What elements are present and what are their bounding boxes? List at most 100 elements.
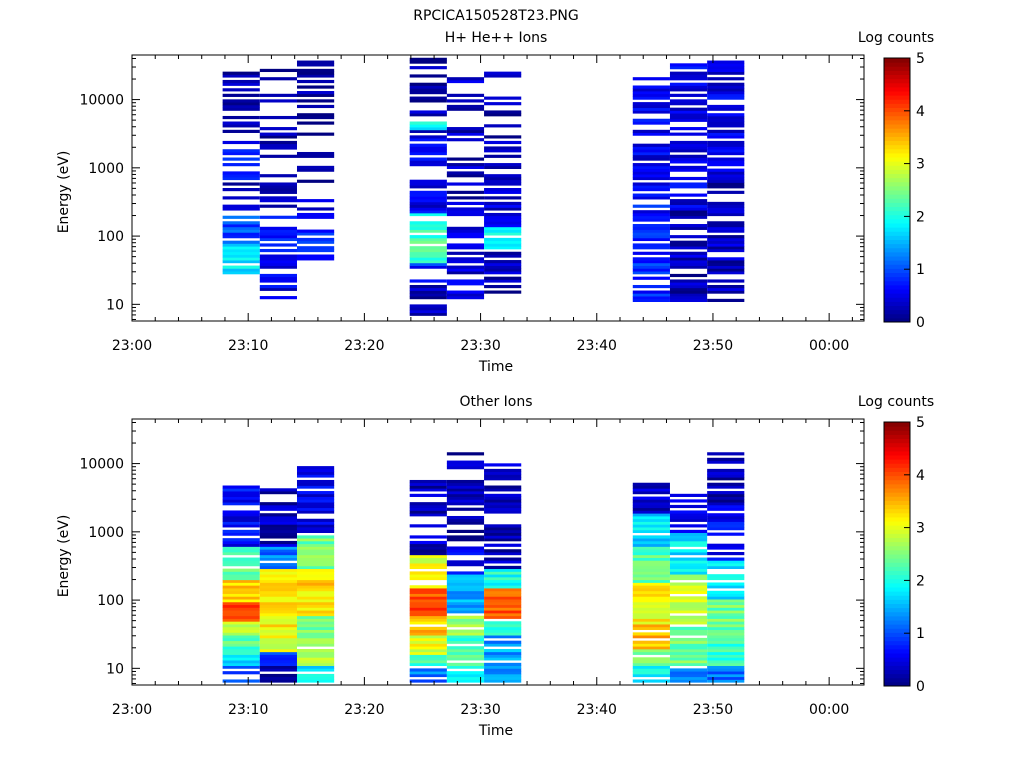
spectrogram-cell <box>446 460 485 464</box>
spectrogram-cell <box>446 521 485 525</box>
spectrogram-cell <box>259 554 297 558</box>
colorbar-swatch <box>884 198 910 203</box>
spectrogram-cell <box>409 129 447 133</box>
spectrogram-cell <box>446 279 485 283</box>
spectrogram-cell <box>409 504 447 509</box>
spectrogram-cell <box>259 654 297 658</box>
spectrogram-cell <box>409 607 447 611</box>
colorbar-swatch <box>884 70 910 76</box>
spectrogram-cell <box>259 215 297 219</box>
colorbar-swatch <box>884 537 910 543</box>
colorbar-label: Log counts <box>858 30 934 46</box>
spectrogram-cell <box>446 251 485 255</box>
spectrogram-cell <box>296 132 335 136</box>
spectrogram-cell <box>632 646 670 650</box>
spectrogram-cell <box>707 210 745 214</box>
colorbar-swatch <box>884 483 910 489</box>
x-axis-ticks: 23:00 23:10 23:20 23:30 23:40 23:50 00:00 <box>112 419 853 718</box>
spectrogram-cell <box>409 657 447 661</box>
spectrogram-cell <box>222 662 260 666</box>
spectrogram-cell <box>632 546 670 550</box>
spectrogram-cell <box>222 654 260 658</box>
spectrogram-cell <box>669 637 708 642</box>
y-tick-label: 100 <box>97 229 124 245</box>
spectrogram-cell <box>409 482 447 486</box>
spectrogram-cell <box>669 265 708 269</box>
spectrogram-cell <box>409 146 447 150</box>
spectrogram-cell <box>409 204 447 208</box>
spectrogram-cell <box>409 88 447 92</box>
y-axis-ticks: 10 100 1000 10000 <box>79 57 864 320</box>
x-tick-label: 23:30 <box>460 338 500 354</box>
spectrogram-cell <box>409 290 447 294</box>
spectrogram-cell <box>296 510 335 514</box>
spectrogram-cell <box>222 621 260 625</box>
spectrogram-cell <box>707 640 745 644</box>
spectrogram-cell <box>222 99 260 103</box>
spectrogram-cell <box>409 596 447 600</box>
spectrogram-cell <box>296 637 335 642</box>
spectrogram-cell <box>669 246 708 250</box>
spectrogram-cell <box>669 88 708 92</box>
colorbar-swatch <box>884 459 910 464</box>
spectrogram-cell <box>409 637 447 642</box>
spectrogram-cell <box>409 590 447 594</box>
spectrogram-cell <box>669 585 708 589</box>
colorbar-swatch <box>884 508 910 514</box>
spectrogram-cell <box>707 565 745 570</box>
colorbar-swatch <box>884 467 910 473</box>
spectrogram-cell <box>484 671 522 675</box>
spectrogram-cell <box>446 157 485 161</box>
spectrogram-cell <box>296 549 335 553</box>
spectrogram-cell <box>484 571 522 575</box>
panel-hplus-heplus: H+ He++ Ions Log counts Time Energy (eV)… <box>56 30 934 375</box>
colorbar-swatch <box>884 58 910 63</box>
y-tick-label: 10 <box>106 297 124 313</box>
spectrogram-cell <box>296 115 335 120</box>
spectrogram-cell <box>632 504 670 509</box>
spectrogram-cell <box>632 510 670 514</box>
colorbar-swatch <box>884 615 910 621</box>
spectrogram-cell <box>259 235 297 239</box>
spectrogram-cell <box>222 260 260 264</box>
spectrogram-cell <box>259 507 297 511</box>
spectrogram-cell <box>669 273 708 278</box>
spectrogram-cell <box>669 565 708 570</box>
spectrogram-cell <box>632 243 670 247</box>
spectrogram-cells <box>222 452 745 683</box>
spectrogram-cell <box>669 207 708 211</box>
spectrogram-cell <box>222 563 260 567</box>
panel-title: H+ He++ Ions <box>445 30 548 46</box>
colorbar-swatch <box>884 442 910 448</box>
colorbar-swatch <box>884 541 910 547</box>
spectrogram-cell <box>484 568 522 572</box>
spectrogram-cell <box>446 210 485 214</box>
spectrogram-cell <box>484 268 522 272</box>
spectrogram-cell <box>259 568 297 572</box>
spectrogram-cell <box>409 651 447 655</box>
spectrogram-cell <box>669 540 708 545</box>
spectrogram-cell <box>632 104 670 109</box>
spectrogram-cell <box>296 585 335 589</box>
spectrogram-cell <box>446 576 485 581</box>
spectrogram-cell <box>259 132 297 136</box>
colorbar-swatch <box>884 434 910 440</box>
spectrogram-cell <box>296 615 335 619</box>
spectrogram-cell <box>296 199 335 203</box>
spectrogram-cell <box>296 668 335 672</box>
sweep-column <box>259 68 297 300</box>
spectrogram-cell <box>484 110 522 114</box>
spectrogram-plot: 23:00 23:10 23:20 23:30 23:40 23:50 00:00 10 100… <box>79 54 865 354</box>
spectrogram-cell <box>669 235 708 239</box>
spectrogram-cell <box>409 312 447 316</box>
spectrogram-cell <box>446 635 485 639</box>
spectrogram-cell <box>446 488 485 492</box>
spectrogram-cell <box>222 257 260 261</box>
spectrogram-cell <box>707 502 745 506</box>
spectrogram-cell <box>707 635 745 639</box>
spectrogram-cell <box>707 607 745 611</box>
spectrogram-cell <box>707 246 745 250</box>
colorbar-swatch <box>884 293 910 298</box>
spectrogram-cell <box>707 118 745 122</box>
spectrogram-cell <box>707 612 745 617</box>
